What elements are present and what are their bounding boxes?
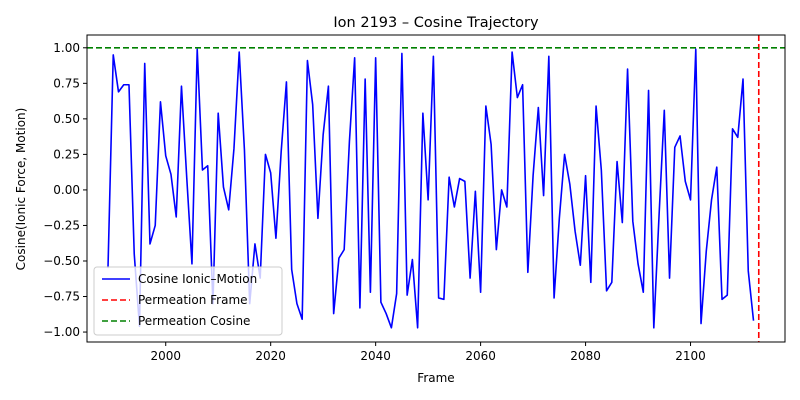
chart-title: Ion 2193 – Cosine Trajectory — [333, 15, 539, 31]
y-tick-label: −0.50 — [43, 254, 80, 268]
y-tick-label: 0.50 — [53, 112, 80, 126]
legend-box — [93, 266, 283, 336]
x-axis-ticks: 2000 2020 2040 2060 2080 2100 — [150, 342, 706, 363]
y-tick-label: −1.00 — [43, 325, 80, 339]
y-tick-label: −0.25 — [43, 218, 80, 232]
axes-frame — [86, 34, 786, 343]
series-line-cosine-ionic-motion — [107, 48, 755, 329]
y-tick-label: 0.75 — [53, 76, 80, 90]
y-tick-label: 1.00 — [53, 41, 80, 55]
x-tick-label: 2080 — [570, 349, 601, 363]
legend-entry-permeation-frame-label: Permeation Frame — [138, 293, 248, 307]
y-axis-ticks: −1.00 −0.75 −0.50 −0.25 0.00 0.25 0.50 0.75 1.00 — [43, 41, 87, 339]
y-tick-label: 0.25 — [53, 147, 80, 161]
plot-area — [86, 34, 786, 343]
legend-entry-cosine-ionic-motion-label: Cosine Ionic–Motion — [138, 272, 257, 286]
x-tick-label: 2040 — [360, 349, 391, 363]
x-axis-label: Frame — [417, 371, 454, 385]
x-tick-label: 2000 — [150, 349, 181, 363]
y-axis-label: Cosine(Ionic Force, Motion) — [14, 108, 28, 271]
x-tick-label: 2100 — [675, 349, 706, 363]
legend-entry-permeation-cosine-label: Permeation Cosine — [138, 314, 250, 328]
x-tick-label: 2020 — [255, 349, 286, 363]
x-tick-label: 2060 — [465, 349, 496, 363]
y-tick-label: 0.00 — [53, 183, 80, 197]
legend: Cosine Ionic–Motion Permeation Frame Perme… — [93, 266, 283, 336]
y-tick-label: −0.75 — [43, 290, 80, 304]
